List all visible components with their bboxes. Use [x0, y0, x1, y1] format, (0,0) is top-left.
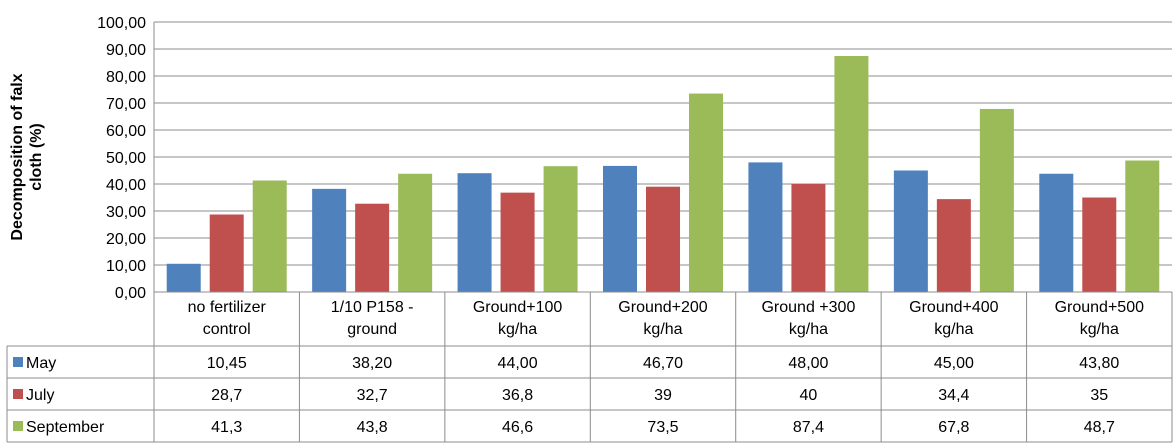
y-axis-label: Decomposition of falx	[9, 73, 26, 240]
category-label: ground	[347, 321, 397, 338]
category-label: Ground+400	[909, 299, 999, 316]
category-label: Ground+200	[618, 299, 708, 316]
category-label: control	[203, 321, 251, 338]
y-tick-label: 10,00	[106, 258, 146, 275]
y-tick-label: 50,00	[106, 150, 146, 167]
bar-september-3	[543, 166, 578, 292]
data-label-july: 36,8	[502, 387, 533, 404]
bar-july-1	[209, 214, 244, 292]
data-label-may: 48,00	[788, 355, 828, 372]
category-label: 1/10 P158 -	[331, 299, 414, 316]
y-tick-label: 60,00	[106, 123, 146, 140]
bar-july-3	[500, 192, 535, 292]
bar-july-6	[936, 199, 971, 292]
data-label-july: 32,7	[357, 387, 388, 404]
y-tick-label: 100,00	[97, 15, 146, 32]
legend-swatch-may	[13, 357, 23, 367]
data-label-september: 43,8	[357, 419, 388, 436]
data-label-may: 46,70	[643, 355, 683, 372]
bar-may-7	[1039, 173, 1074, 292]
bar-september-7	[1125, 160, 1160, 292]
legend-swatch-july	[13, 389, 23, 399]
legend-label-may: May	[26, 355, 56, 372]
bar-july-2	[355, 203, 390, 292]
data-label-july: 28,7	[211, 387, 242, 404]
category-label: Ground+100	[473, 299, 563, 316]
bar-september-2	[398, 173, 433, 292]
bar-may-1	[166, 263, 201, 292]
bar-september-5	[834, 56, 869, 292]
data-label-may: 45,00	[934, 355, 974, 372]
data-label-september: 87,4	[793, 419, 824, 436]
legend-swatch-september	[13, 421, 23, 431]
bar-may-3	[457, 173, 492, 292]
bar-may-6	[893, 170, 928, 292]
data-label-may: 10,45	[207, 355, 247, 372]
y-tick-label: 20,00	[106, 231, 146, 248]
bar-may-4	[603, 165, 637, 292]
bar-may-2	[312, 188, 347, 292]
category-label: no fertilizer	[188, 299, 267, 316]
y-tick-label: 0,00	[115, 285, 146, 302]
data-label-september: 46,6	[502, 419, 533, 436]
category-label: kg/ha	[643, 321, 682, 338]
data-label-july: 34,4	[938, 387, 969, 404]
y-axis-label: cloth (%)	[28, 123, 45, 191]
data-label-july: 39	[654, 387, 672, 404]
data-label-september: 41,3	[211, 419, 242, 436]
bar-july-7	[1082, 197, 1117, 292]
legend-label-september: September	[26, 419, 105, 436]
category-label: Ground+500	[1055, 299, 1145, 316]
data-label-july: 35	[1090, 387, 1108, 404]
category-label: kg/ha	[789, 321, 828, 338]
data-label-may: 38,20	[352, 355, 392, 372]
y-tick-label: 80,00	[106, 69, 146, 86]
bar-september-1	[252, 180, 287, 292]
y-tick-label: 30,00	[106, 204, 146, 221]
data-label-may: 43,80	[1079, 355, 1119, 372]
data-label-september: 73,5	[647, 419, 678, 436]
bar-july-5	[791, 184, 826, 292]
data-label-may: 44,00	[498, 355, 538, 372]
data-label-september: 67,8	[938, 419, 969, 436]
y-tick-label: 90,00	[106, 42, 146, 59]
y-tick-label: 70,00	[106, 96, 146, 113]
data-label-september: 48,7	[1084, 419, 1115, 436]
bar-july-4	[646, 186, 680, 292]
legend-label-july: July	[26, 387, 54, 404]
category-label: kg/ha	[498, 321, 537, 338]
bar-september-6	[979, 108, 1014, 292]
category-label: kg/ha	[934, 321, 973, 338]
bar-may-5	[748, 162, 783, 292]
category-label: Ground +300	[761, 299, 855, 316]
y-tick-label: 40,00	[106, 177, 146, 194]
data-label-july: 40	[800, 387, 818, 404]
category-label: kg/ha	[1080, 321, 1119, 338]
bar-september-4	[689, 93, 723, 292]
